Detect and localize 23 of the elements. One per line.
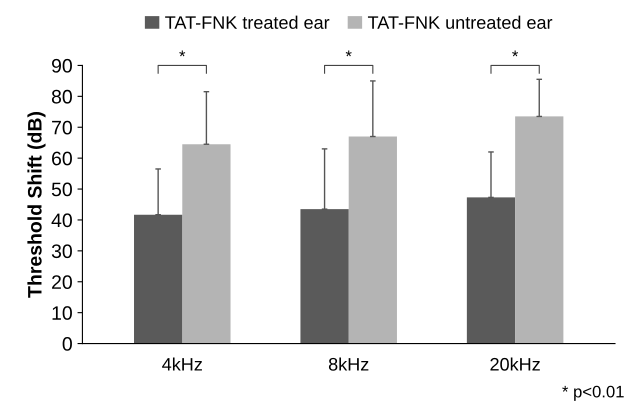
- x-tick-label: 20kHz: [490, 357, 540, 371]
- text: *: [346, 50, 352, 56]
- y-tick-label: 0: [62, 337, 72, 351]
- y-tick-label: 90: [52, 58, 72, 73]
- legend-label: TAT-FNK treated ear: [165, 16, 330, 29]
- bar: [515, 116, 564, 344]
- y-tick-label: 30: [52, 244, 72, 258]
- text: *: [512, 50, 518, 56]
- y-tick-label: 10: [52, 306, 72, 320]
- x-tick-label: 4kHz: [162, 357, 202, 371]
- bar: [348, 136, 397, 344]
- y-tick-label: 80: [52, 90, 72, 104]
- y-tick-label: 60: [52, 152, 72, 166]
- y-tick-label: 70: [52, 120, 72, 134]
- y-axis-title: Threshold Shift (dB): [27, 112, 46, 298]
- y-tick-label: 40: [52, 213, 72, 228]
- legend-label: TAT-FNK untreated ear: [368, 16, 552, 29]
- text: * p<0.01: [562, 386, 624, 401]
- x-tick-label: 8kHz: [328, 357, 368, 371]
- bar: [182, 144, 231, 344]
- y-tick-label: 20: [52, 275, 72, 289]
- y-tick-label: 50: [52, 182, 72, 196]
- text: *: [179, 50, 186, 56]
